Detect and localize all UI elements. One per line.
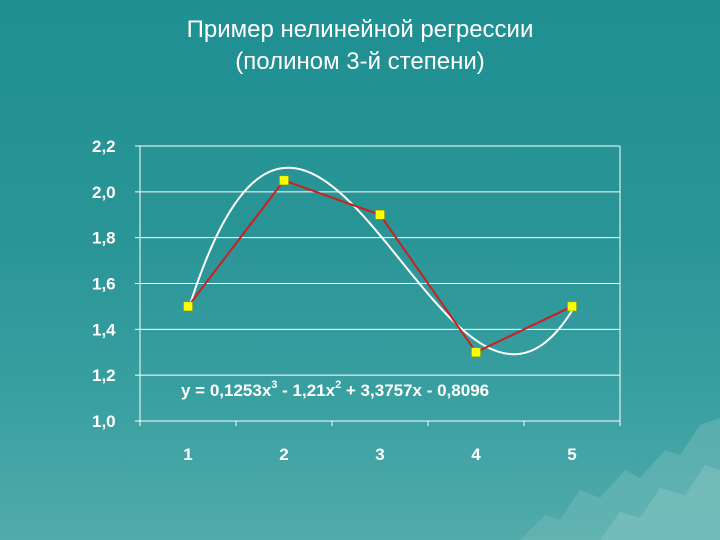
y-tick-labels: 1,0 1,2 1,4 1,6 1,8 2,0 2,2 <box>92 137 116 431</box>
data-point <box>183 301 193 312</box>
data-point <box>567 301 577 312</box>
trendline-equation: y = 0,1253x3 - 1,21x2 + 3,3757x - 0,8096 <box>181 379 489 400</box>
x-tick-labels: 1 2 3 4 5 <box>183 445 576 464</box>
slide-title: Пример нелинейной регрессии (полином 3-й… <box>0 14 720 78</box>
series-line <box>187 179 573 354</box>
y-tick-label: 2,2 <box>92 137 116 156</box>
slide-title-line-2: (полином 3-й степени) <box>235 48 485 75</box>
trendline <box>187 166 573 356</box>
slide-title-line-1: Пример нелинейной регрессии <box>186 16 534 43</box>
y-tick-label: 1,6 <box>92 275 116 294</box>
y-tick-label: 1,2 <box>92 366 116 385</box>
x-tick-label: 3 <box>375 445 384 464</box>
y-tick-label: 1,4 <box>92 320 116 339</box>
y-tick-label: 2,0 <box>92 183 116 202</box>
series-layer <box>187 179 573 354</box>
data-point <box>279 175 289 186</box>
x-tick-label: 4 <box>471 445 481 464</box>
data-point <box>375 210 385 220</box>
axes-layer <box>135 145 621 426</box>
x-tick-label: 5 <box>567 445 576 464</box>
x-tick-label: 1 <box>183 445 192 464</box>
x-tick-label: 2 <box>279 445 288 464</box>
y-tick-label: 1,0 <box>92 412 116 431</box>
data-point <box>471 347 481 357</box>
marker-layer <box>183 175 577 357</box>
grid-layer <box>140 145 621 422</box>
y-tick-label: 1,8 <box>92 229 116 248</box>
trendline-layer <box>187 166 573 356</box>
